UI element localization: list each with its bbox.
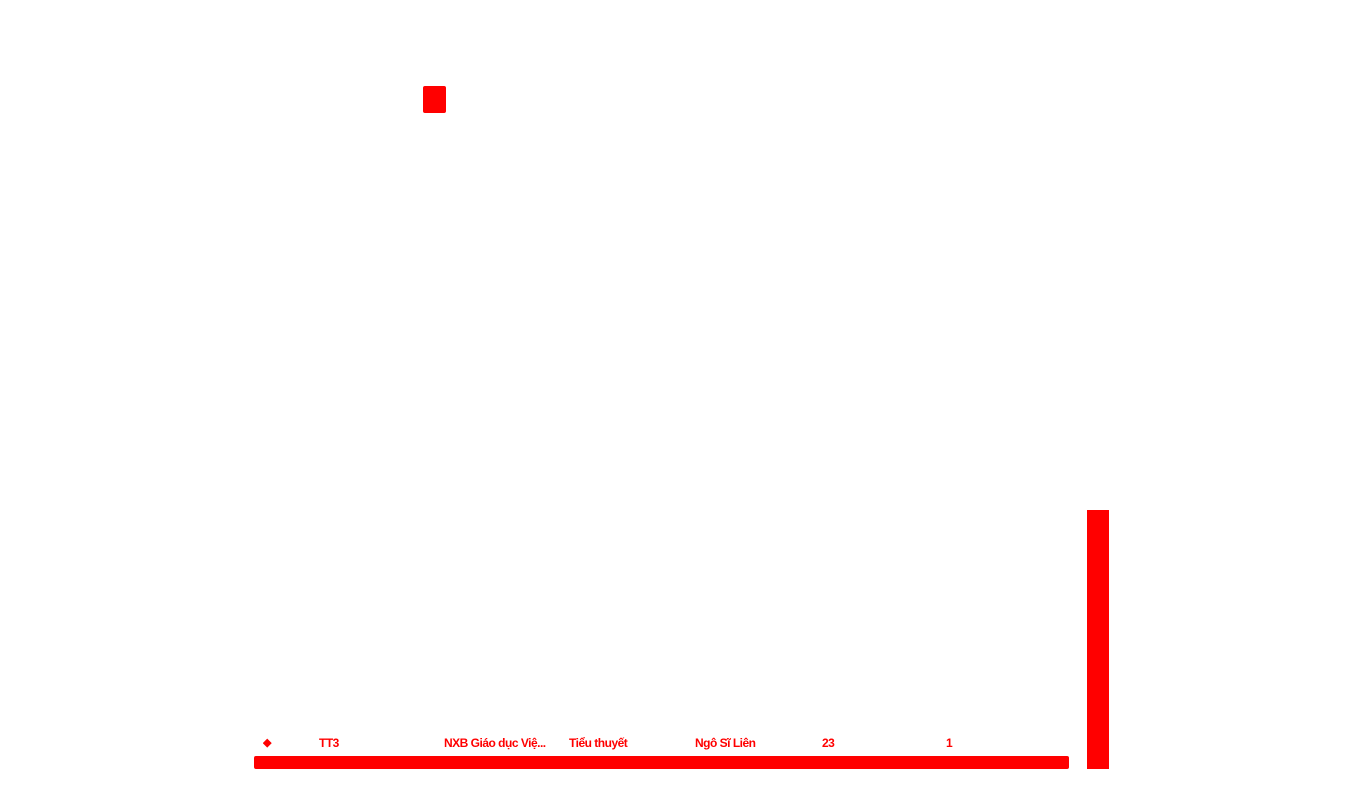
cell-genre: Tiểu thuyết xyxy=(569,736,628,750)
row-selector-icon[interactable]: ◆ xyxy=(263,737,271,749)
marker-icon xyxy=(423,86,446,113)
cell-code: TT3 xyxy=(319,736,339,750)
table-row[interactable]: ◆ TT3 NXB Giáo dục Việ... Tiểu thuyết Ng… xyxy=(254,733,1069,753)
cell-count: 1 xyxy=(946,736,953,750)
horizontal-scrollbar[interactable] xyxy=(254,756,1069,769)
cell-author: Ngô Sĩ Liên xyxy=(695,736,756,750)
cell-quantity: 23 xyxy=(822,736,835,750)
vertical-scrollbar[interactable] xyxy=(1087,510,1109,769)
cell-publisher: NXB Giáo dục Việ... xyxy=(444,736,546,750)
